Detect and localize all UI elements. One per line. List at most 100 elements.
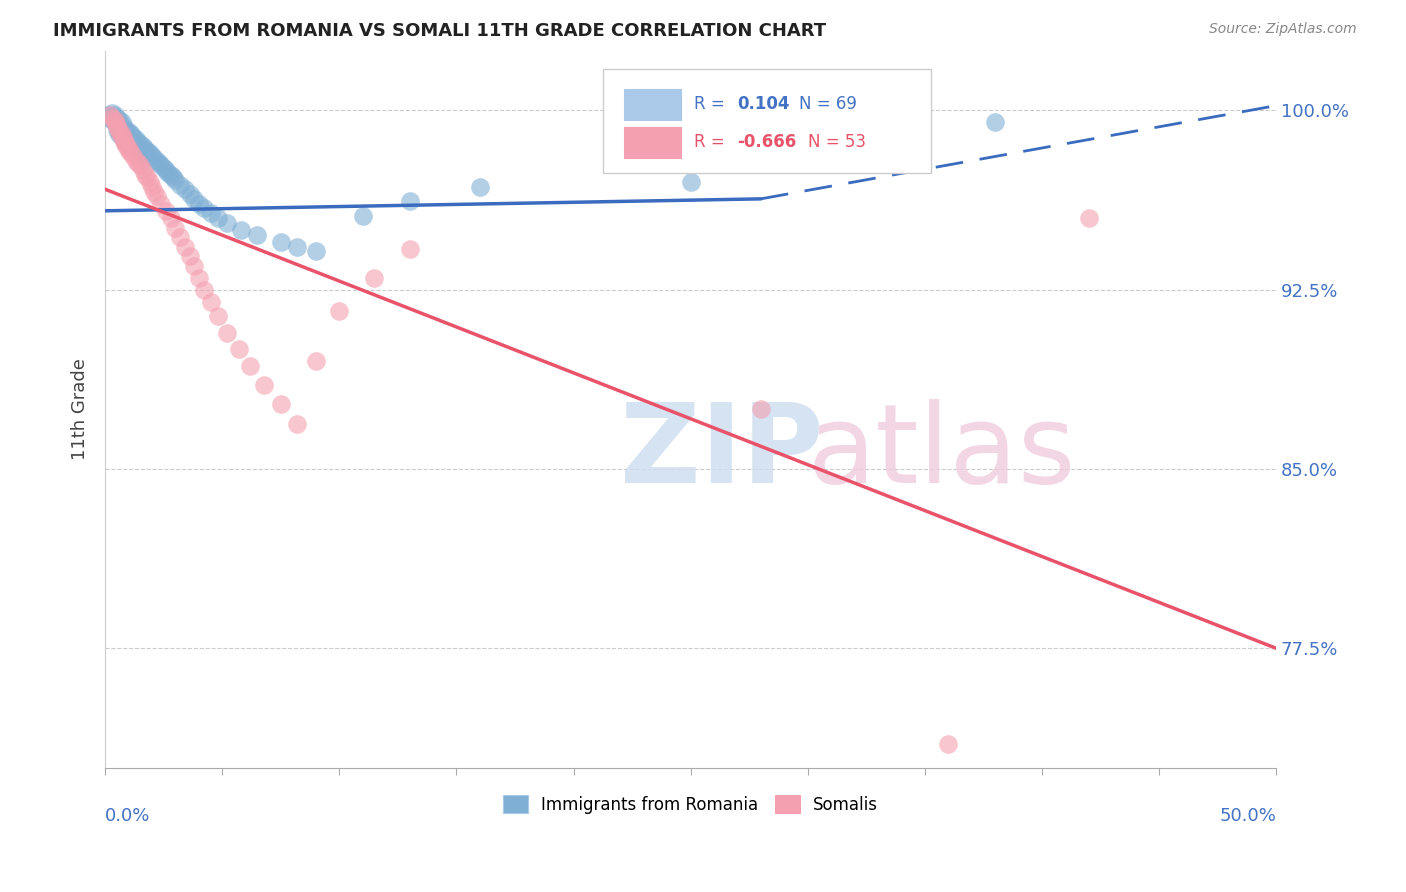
Point xyxy=(183,259,205,273)
Point xyxy=(103,113,125,128)
Point xyxy=(105,118,128,132)
Point xyxy=(110,115,132,129)
Point xyxy=(285,240,308,254)
Point xyxy=(328,304,350,318)
Point xyxy=(127,156,149,170)
Point xyxy=(110,122,132,136)
Point xyxy=(120,128,142,142)
Point xyxy=(468,180,491,194)
Point xyxy=(155,163,177,178)
FancyBboxPatch shape xyxy=(603,69,931,172)
Point xyxy=(169,178,191,192)
Point xyxy=(108,125,131,139)
Point xyxy=(117,132,139,146)
Point xyxy=(215,326,238,340)
Point xyxy=(152,161,174,175)
Point xyxy=(143,151,166,165)
Point xyxy=(122,149,145,163)
Point xyxy=(131,146,153,161)
Text: N = 69: N = 69 xyxy=(800,95,858,112)
Point xyxy=(150,196,173,211)
Point xyxy=(270,397,292,411)
Point xyxy=(179,187,201,202)
FancyBboxPatch shape xyxy=(624,89,682,120)
Point xyxy=(129,136,152,151)
Point xyxy=(131,163,153,178)
Point xyxy=(103,108,125,122)
Point xyxy=(138,146,160,161)
Point xyxy=(117,142,139,156)
Point xyxy=(145,153,167,168)
Point xyxy=(169,230,191,244)
Point xyxy=(207,309,229,323)
Point xyxy=(105,111,128,125)
Point xyxy=(117,136,139,151)
Point xyxy=(127,135,149,149)
Point xyxy=(105,120,128,135)
Point xyxy=(148,156,170,170)
Point xyxy=(229,223,252,237)
Text: ZIP: ZIP xyxy=(620,399,824,506)
Point xyxy=(101,111,124,125)
FancyBboxPatch shape xyxy=(624,128,682,158)
Point xyxy=(108,120,131,135)
Point xyxy=(103,115,125,129)
Point xyxy=(108,113,131,128)
Point xyxy=(215,216,238,230)
Point xyxy=(129,158,152,172)
Point xyxy=(679,175,702,189)
Y-axis label: 11th Grade: 11th Grade xyxy=(72,359,89,460)
Point xyxy=(115,136,138,151)
Point xyxy=(108,128,131,142)
Text: Source: ZipAtlas.com: Source: ZipAtlas.com xyxy=(1209,22,1357,37)
Point xyxy=(105,122,128,136)
Point xyxy=(187,196,209,211)
Point xyxy=(108,122,131,136)
Point xyxy=(193,283,215,297)
Point xyxy=(110,129,132,144)
Point xyxy=(105,118,128,132)
Point xyxy=(136,170,159,185)
Point xyxy=(305,244,328,259)
Point xyxy=(103,115,125,129)
Point xyxy=(187,270,209,285)
Point xyxy=(363,270,385,285)
Point xyxy=(98,111,121,125)
Point xyxy=(134,168,156,182)
Point xyxy=(120,146,142,161)
Point xyxy=(117,144,139,158)
Point xyxy=(398,242,420,256)
Point xyxy=(270,235,292,249)
Text: R =: R = xyxy=(695,133,730,151)
Point xyxy=(112,120,135,135)
Point xyxy=(162,170,184,185)
Point xyxy=(141,149,163,163)
Point xyxy=(138,175,160,189)
Point xyxy=(305,354,328,368)
Point xyxy=(239,359,262,374)
Point xyxy=(122,136,145,151)
Text: 0.0%: 0.0% xyxy=(105,807,150,825)
Point xyxy=(200,206,222,220)
Point xyxy=(173,182,195,196)
Point xyxy=(122,129,145,144)
Point xyxy=(179,249,201,263)
Point xyxy=(159,168,181,182)
Point xyxy=(150,158,173,172)
Text: atlas: atlas xyxy=(807,399,1076,506)
Point xyxy=(141,180,163,194)
Point xyxy=(101,113,124,128)
Point xyxy=(145,189,167,203)
Point xyxy=(112,125,135,139)
Point xyxy=(124,142,146,156)
Point xyxy=(193,202,215,216)
Point xyxy=(246,227,269,242)
Point xyxy=(398,194,420,209)
Point xyxy=(134,142,156,156)
Text: 50.0%: 50.0% xyxy=(1219,807,1277,825)
Point xyxy=(115,129,138,144)
Point xyxy=(115,122,138,136)
Point xyxy=(936,737,959,751)
Point xyxy=(115,139,138,153)
Point xyxy=(173,240,195,254)
